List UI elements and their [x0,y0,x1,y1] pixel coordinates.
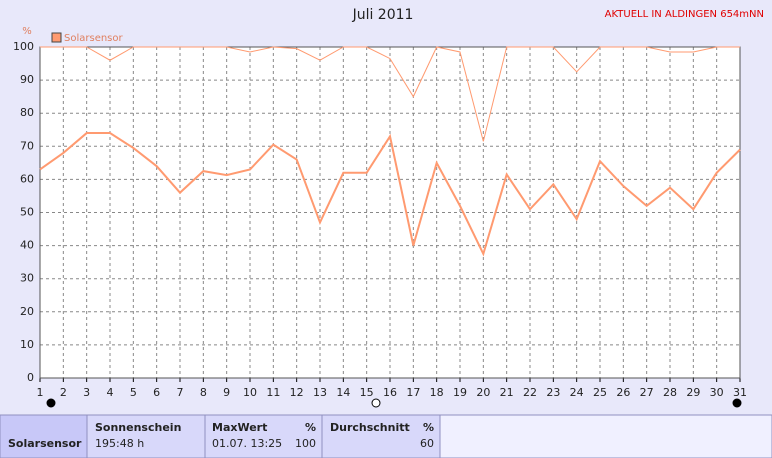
y-tick-label: 20 [20,305,34,318]
marker [371,398,381,408]
legend-swatch [51,32,62,43]
x-tick-label: 5 [130,386,137,399]
x-tick-label: 6 [153,386,160,399]
cell-value: 60 [420,437,434,450]
x-tick-label: 19 [453,386,467,399]
x-tick-label: 15 [360,386,374,399]
y-axis-label: % [22,26,32,37]
cell-value: 195:48 h [95,437,144,450]
marker [732,398,742,408]
y-tick-label: 60 [20,172,34,185]
station-note: AKTUELL IN ALDINGEN 654mNN [605,9,764,20]
x-tick-label: 10 [243,386,257,399]
y-tick-label: 90 [20,73,34,86]
summary-table: Solarsensor Sonnenschein 195:48 h MaxWer… [0,414,772,458]
x-tick-label: 3 [83,386,90,399]
x-tick-label: 23 [546,386,560,399]
x-tick-label: 1 [37,386,44,399]
x-tick-label: 13 [313,386,327,399]
x-tick-label: 4 [107,386,114,399]
day-markers [46,398,742,408]
x-tick-label: 29 [686,386,700,399]
x-tick-label: 28 [663,386,677,399]
table-cell [321,414,441,458]
x-tick-label: 9 [223,386,230,399]
x-tick-label: 31 [733,386,747,399]
x-tick-label: 30 [710,386,724,399]
x-tick-label: 26 [616,386,630,399]
y-tick-label: 80 [20,106,34,119]
x-tick-label: 17 [406,386,420,399]
col-unit: % [305,421,316,434]
x-tick-label: 7 [177,386,184,399]
x-tick-label: 22 [523,386,537,399]
marker [46,398,56,408]
col-header: MaxWert [212,421,267,434]
x-tick-label: 18 [430,386,444,399]
x-tick-label: 21 [500,386,514,399]
x-tick-label: 25 [593,386,607,399]
x-tick-label: 16 [383,386,397,399]
x-tick-label: 20 [476,386,490,399]
legend-label: Solarsensor [64,33,124,44]
col-header: Sonnenschein [95,421,181,434]
x-tick-label: 11 [266,386,280,399]
series-line [39,132,741,257]
x-tick-label: 14 [336,386,350,399]
y-tick-label: 70 [20,139,34,152]
col-unit: % [423,421,434,434]
y-tick-label: 100 [13,40,34,53]
x-tick-label: 12 [290,386,304,399]
cell-value: 01.07. 13:25 [212,437,282,450]
series-line [40,46,740,142]
x-tick-label: 27 [640,386,654,399]
y-tick-label: 50 [20,206,34,219]
plot-border [39,46,741,379]
row-label: Solarsensor [8,437,82,450]
y-tick-label: 30 [20,272,34,285]
col-header: Durchschnitt [330,421,410,434]
y-tick-label: 10 [20,338,34,351]
table-cell [0,414,88,458]
x-tick-label: 24 [570,386,584,399]
cell-value: 100 [295,437,316,450]
y-tick-label: 40 [20,239,34,252]
chart-title: Juli 2011 [352,7,414,23]
x-tick-label: 8 [200,386,207,399]
x-tick-label: 2 [60,386,67,399]
y-tick-label: 0 [27,371,34,384]
